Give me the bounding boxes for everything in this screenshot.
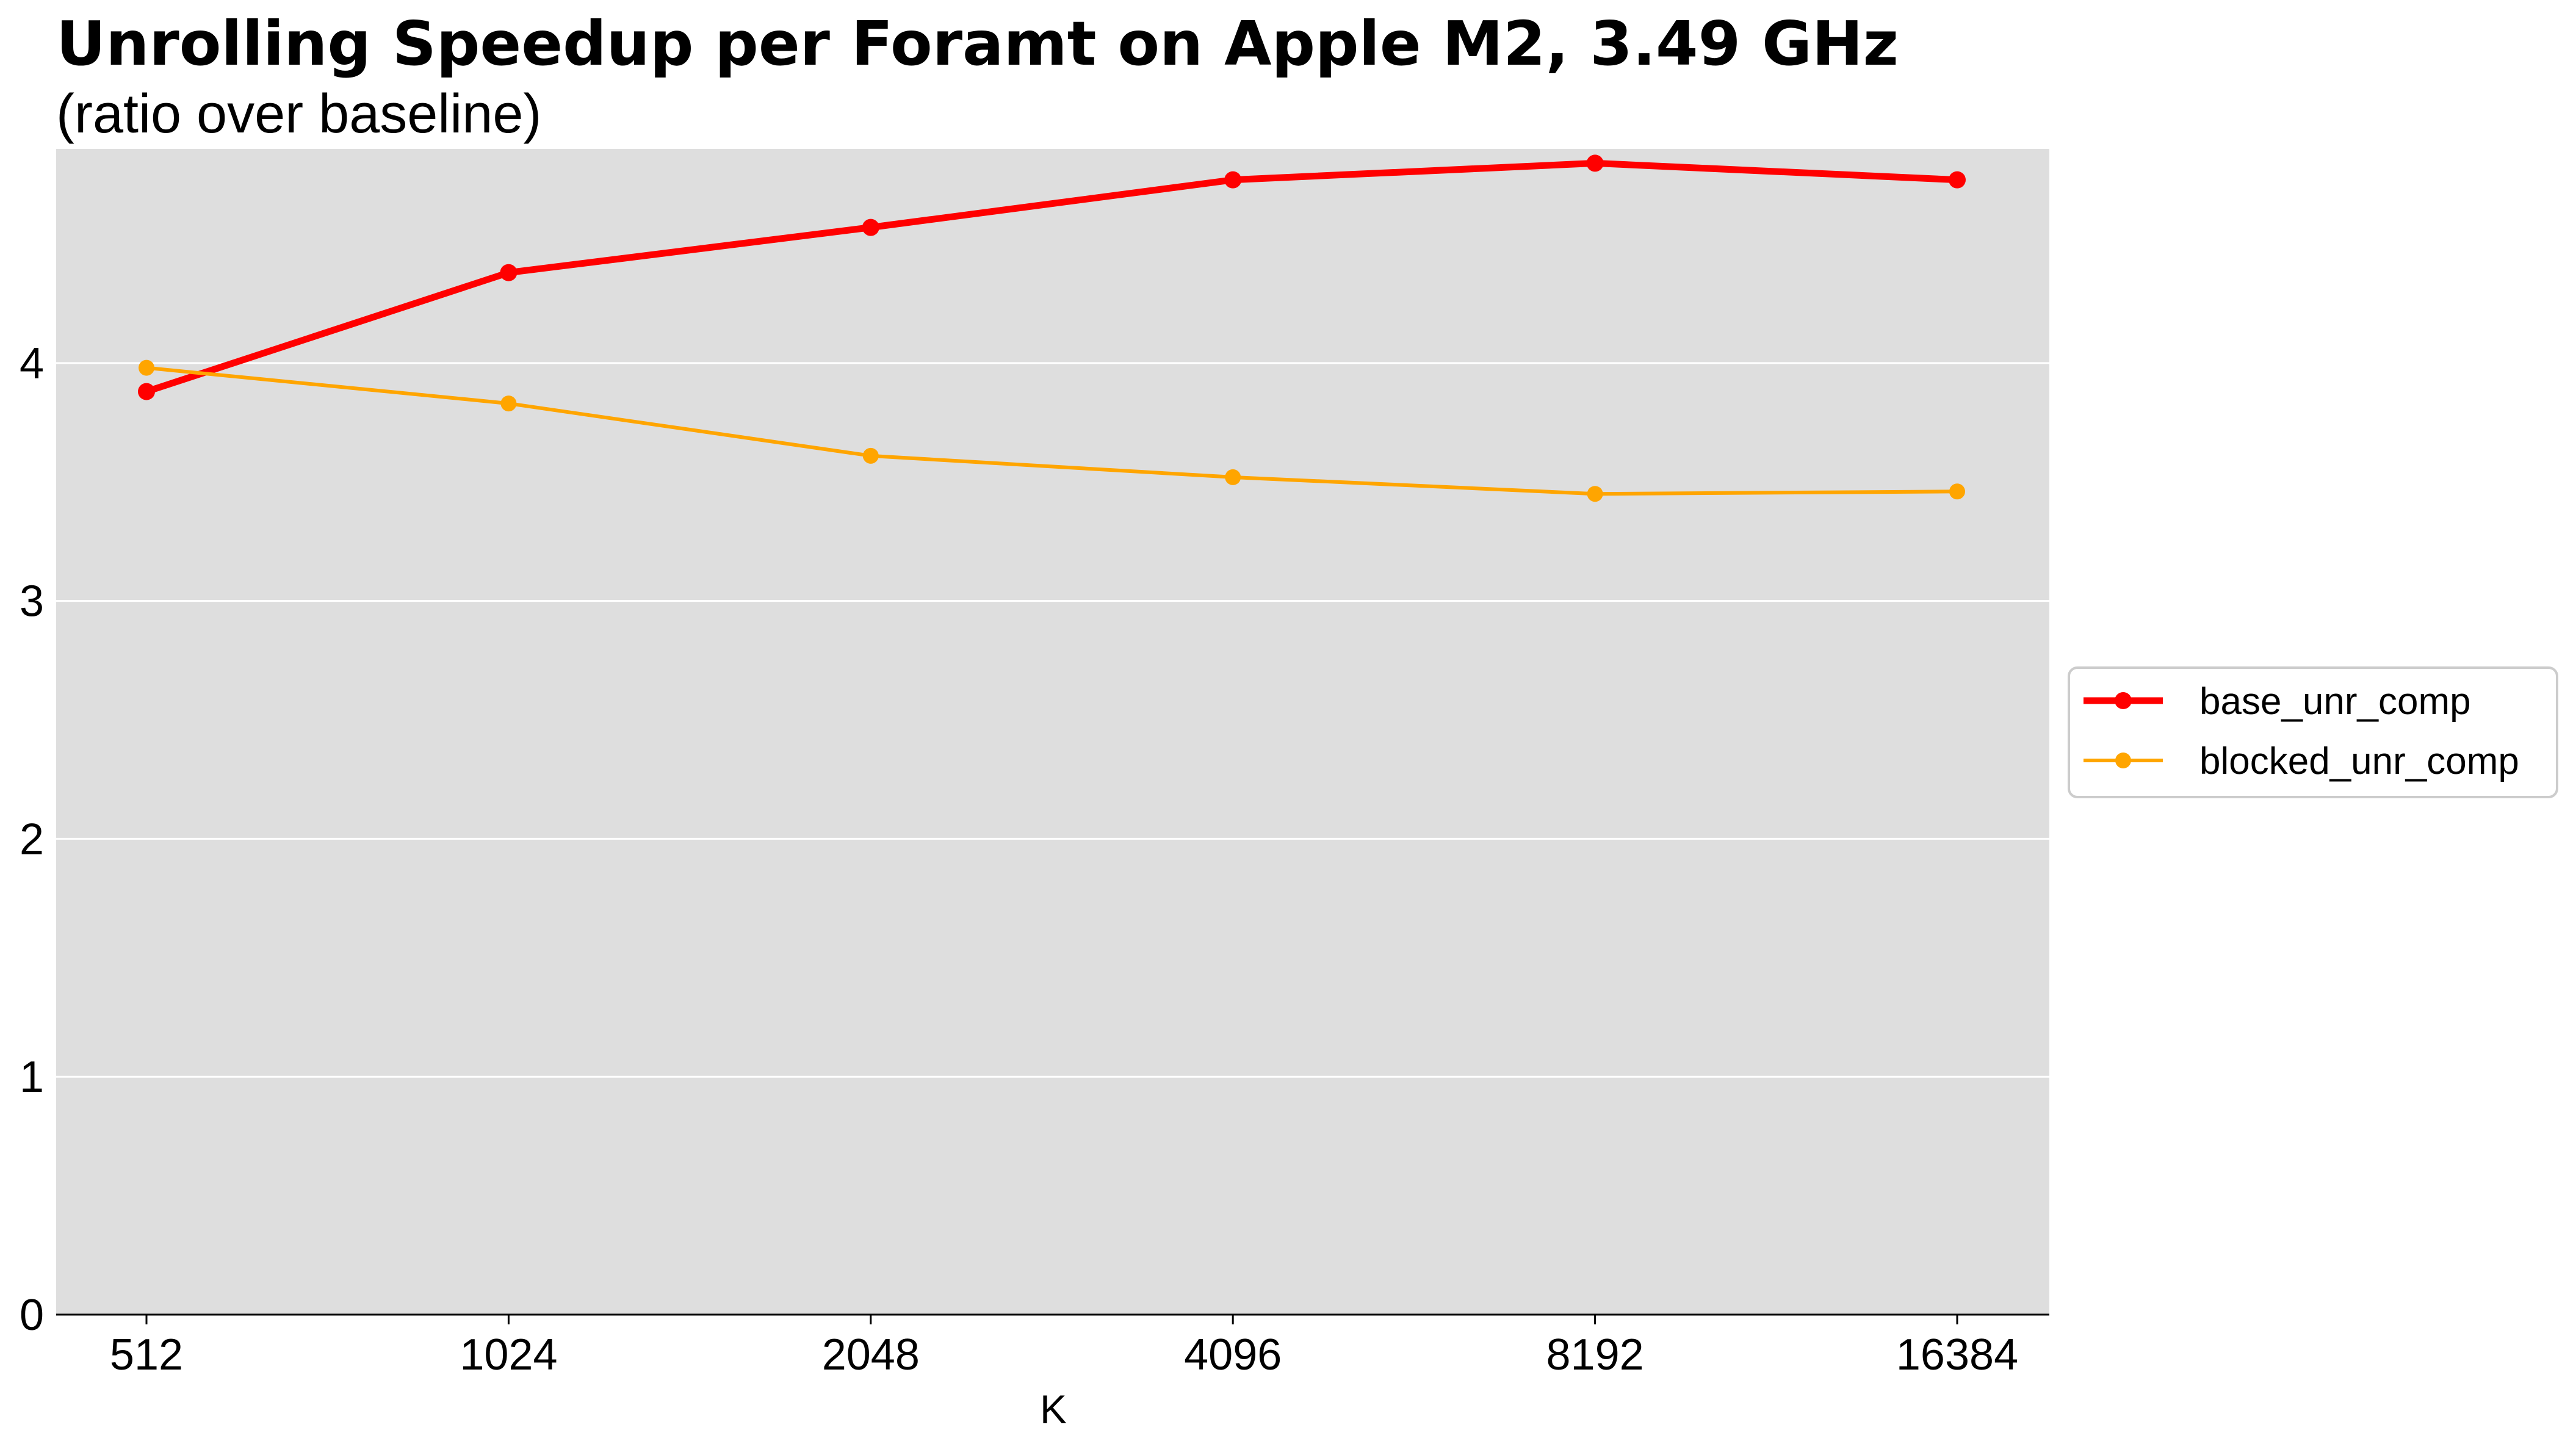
data-point-base_unr_comp — [862, 218, 879, 236]
x-tick-label: 8192 — [1546, 1330, 1644, 1379]
data-point-base_unr_comp — [1224, 171, 1242, 189]
x-tick-label: 512 — [110, 1330, 183, 1379]
x-tick-label: 4096 — [1184, 1330, 1282, 1379]
x-tick-label: 2048 — [822, 1330, 920, 1379]
data-point-base_unr_comp — [1949, 171, 1966, 189]
data-point-blocked_unr_comp — [862, 447, 879, 464]
axes: 0 1 2 3 4 512 1024 2048 4096 8192 16384 — [20, 339, 2049, 1379]
legend[interactable]: base_unr_comp blocked_unr_comp — [2068, 666, 2558, 798]
legend-marker-base_unr_comp — [2115, 692, 2132, 709]
legend-label: blocked_unr_comp — [2199, 740, 2519, 782]
data-point-base_unr_comp — [500, 264, 518, 281]
y-tick-label: 0 — [20, 1291, 44, 1340]
series-line-blocked_unr_comp — [146, 366, 1958, 496]
x-tick-label: 1024 — [460, 1330, 557, 1379]
legend-marker-blocked_unr_comp — [2115, 753, 2131, 768]
gridlines — [56, 362, 2049, 1078]
y-tick-label: 3 — [20, 577, 44, 626]
data-point-base_unr_comp — [138, 383, 155, 400]
chart-title: Unrolling Speedup per Foramt on Apple M2… — [56, 8, 1899, 79]
plot-area — [56, 149, 2049, 1315]
x-axis-label: K — [1040, 1387, 1067, 1432]
series — [138, 154, 1966, 502]
y-tick-label: 2 — [20, 815, 44, 864]
data-point-blocked_unr_comp — [1587, 486, 1603, 502]
data-point-blocked_unr_comp — [500, 395, 517, 412]
data-point-blocked_unr_comp — [1949, 483, 1965, 500]
x-tick-label: 16384 — [1896, 1330, 2018, 1379]
y-tick-label: 1 — [20, 1053, 44, 1102]
legend-label: base_unr_comp — [2199, 680, 2471, 723]
data-point-base_unr_comp — [1586, 154, 1604, 172]
data-point-blocked_unr_comp — [1225, 469, 1241, 485]
legend-box — [2068, 666, 2558, 798]
chart-subtitle: (ratio over baseline) — [56, 84, 542, 145]
y-tick-label: 4 — [20, 339, 44, 388]
data-point-blocked_unr_comp — [139, 359, 154, 376]
series-line-base_unr_comp — [145, 159, 1958, 395]
